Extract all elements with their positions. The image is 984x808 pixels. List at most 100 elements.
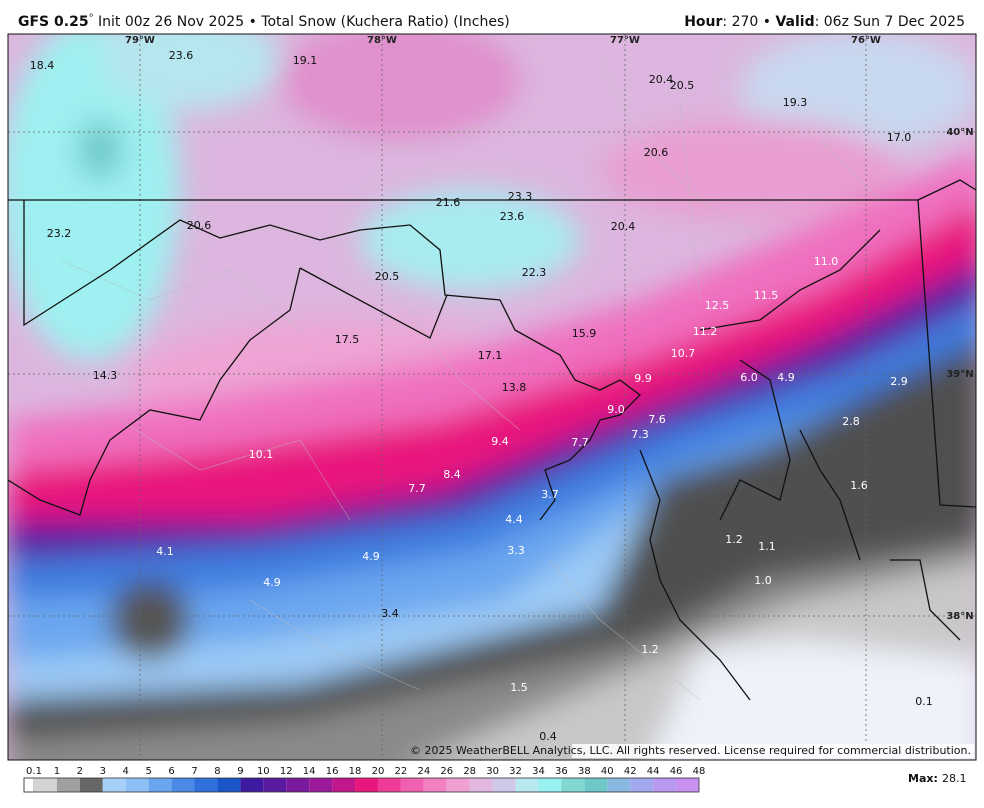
colorbar-cell — [446, 778, 470, 792]
point-value: 7.7 — [408, 482, 426, 495]
colorbar-cell — [607, 778, 631, 792]
colorbar-label: 5 — [145, 766, 151, 777]
colorbar-cell — [34, 778, 57, 792]
point-value: 3.3 — [507, 544, 525, 557]
point-value: 23.2 — [47, 227, 72, 240]
point-value: 9.4 — [491, 435, 509, 448]
hour-value: : 270 • — [722, 14, 775, 30]
point-value: 20.6 — [187, 219, 212, 232]
point-value: 10.1 — [249, 448, 274, 461]
point-value: 19.3 — [783, 96, 808, 109]
point-value: 2.8 — [842, 415, 860, 428]
colorbar-cell — [286, 778, 310, 792]
point-value: 20.4 — [649, 73, 674, 86]
point-value: 23.6 — [500, 210, 525, 223]
point-value: 1.2 — [725, 533, 743, 546]
colorbar-cell — [79, 778, 103, 792]
colorbar-label: 48 — [693, 766, 706, 777]
point-value: 8.4 — [443, 468, 461, 481]
colorbar-label: 26 — [440, 766, 453, 777]
colorbar-cell — [653, 778, 677, 792]
colorbar-cell — [102, 778, 126, 792]
point-value: 14.3 — [93, 369, 118, 382]
colorbar-label: 38 — [578, 766, 591, 777]
point-value: 20.5 — [670, 79, 695, 92]
colorbar-cell — [263, 778, 287, 792]
point-value: 20.6 — [644, 146, 669, 159]
colorbar-cell — [630, 778, 654, 792]
max-label: Max: — [908, 772, 938, 785]
description: Init 00z 26 Nov 2025 • Total Snow (Kuche… — [94, 14, 510, 30]
colorbar-label: 28 — [463, 766, 476, 777]
model: GFS 0.25 — [18, 14, 89, 30]
colorbar-label: 32 — [509, 766, 522, 777]
point-value: 20.4 — [611, 220, 636, 233]
colorbar-label: 14 — [303, 766, 316, 777]
colorbar-cell — [194, 778, 218, 792]
max-value: 28.1 — [942, 772, 967, 785]
colorbar-label: 3 — [100, 766, 106, 777]
colorbar-label: 18 — [349, 766, 362, 777]
colorbar-label: 30 — [486, 766, 499, 777]
colorbar-label: 6 — [168, 766, 174, 777]
point-value: 17.5 — [335, 333, 360, 346]
copyright-bg — [572, 744, 974, 758]
lat-label: 38°N — [946, 611, 973, 622]
point-value: 10.7 — [671, 347, 696, 360]
point-values: 18.4 23.6 19.1 20.4 20.5 19.3 17.0 20.6 … — [30, 49, 933, 743]
state-border — [8, 199, 976, 508]
colorbar-label: 8 — [214, 766, 220, 777]
point-value: 3.7 — [541, 488, 559, 501]
colorbar-label: 46 — [670, 766, 683, 777]
colorbar-cell — [217, 778, 241, 792]
point-value: 18.4 — [30, 59, 55, 72]
colorbar-cell — [309, 778, 333, 792]
colorbar-label: 42 — [624, 766, 637, 777]
point-value: 7.6 — [648, 413, 666, 426]
colorbar-cell — [23, 777, 35, 793]
point-value: 1.5 — [510, 681, 528, 694]
point-value: 4.9 — [263, 576, 281, 589]
point-value: 17.1 — [478, 349, 503, 362]
point-value: 23.6 — [169, 49, 194, 62]
colorbar-cell — [469, 778, 493, 792]
point-value: 13.8 — [502, 381, 527, 394]
point-value: 9.0 — [607, 403, 625, 416]
point-value: 4.9 — [362, 550, 380, 563]
state-border — [8, 267, 448, 516]
point-value: 9.9 — [634, 372, 652, 385]
point-value: 3.4 — [381, 607, 399, 620]
colorbar-cell — [584, 778, 608, 792]
colorbar-cell — [171, 778, 195, 792]
point-value: 15.9 — [572, 327, 597, 340]
colorbar-label: 10 — [257, 766, 270, 777]
valid-label: Valid — [775, 14, 814, 30]
point-value: 23.3 — [508, 190, 533, 203]
colorbar-cell — [240, 778, 264, 792]
colorbar-label: 34 — [532, 766, 545, 777]
colorbar-cell — [423, 778, 447, 792]
colorbar-label: 24 — [417, 766, 430, 777]
lon-label: 77°W — [610, 35, 640, 46]
colorbar-cell — [332, 778, 356, 792]
point-value: 17.0 — [887, 131, 912, 144]
point-value: 4.4 — [505, 513, 523, 526]
point-value: 1.0 — [754, 574, 772, 587]
colorbar-label: 44 — [647, 766, 660, 777]
point-value: 7.7 — [571, 436, 589, 449]
colorbar-cell — [377, 778, 401, 792]
colorbar-frame — [23, 777, 700, 793]
colorbar-label: 2 — [77, 766, 83, 777]
point-value: 20.5 — [375, 270, 400, 283]
colorbar-cell — [561, 778, 585, 792]
colorbar-cell — [56, 778, 80, 792]
lon-label: 78°W — [367, 35, 397, 46]
colorbar-label: 16 — [326, 766, 339, 777]
colorbar-cell — [400, 778, 424, 792]
map-frame — [7, 33, 977, 761]
colorbar-label: 1 — [54, 766, 60, 777]
colorbar-cell — [148, 778, 172, 792]
colorbar-label: 7 — [191, 766, 197, 777]
